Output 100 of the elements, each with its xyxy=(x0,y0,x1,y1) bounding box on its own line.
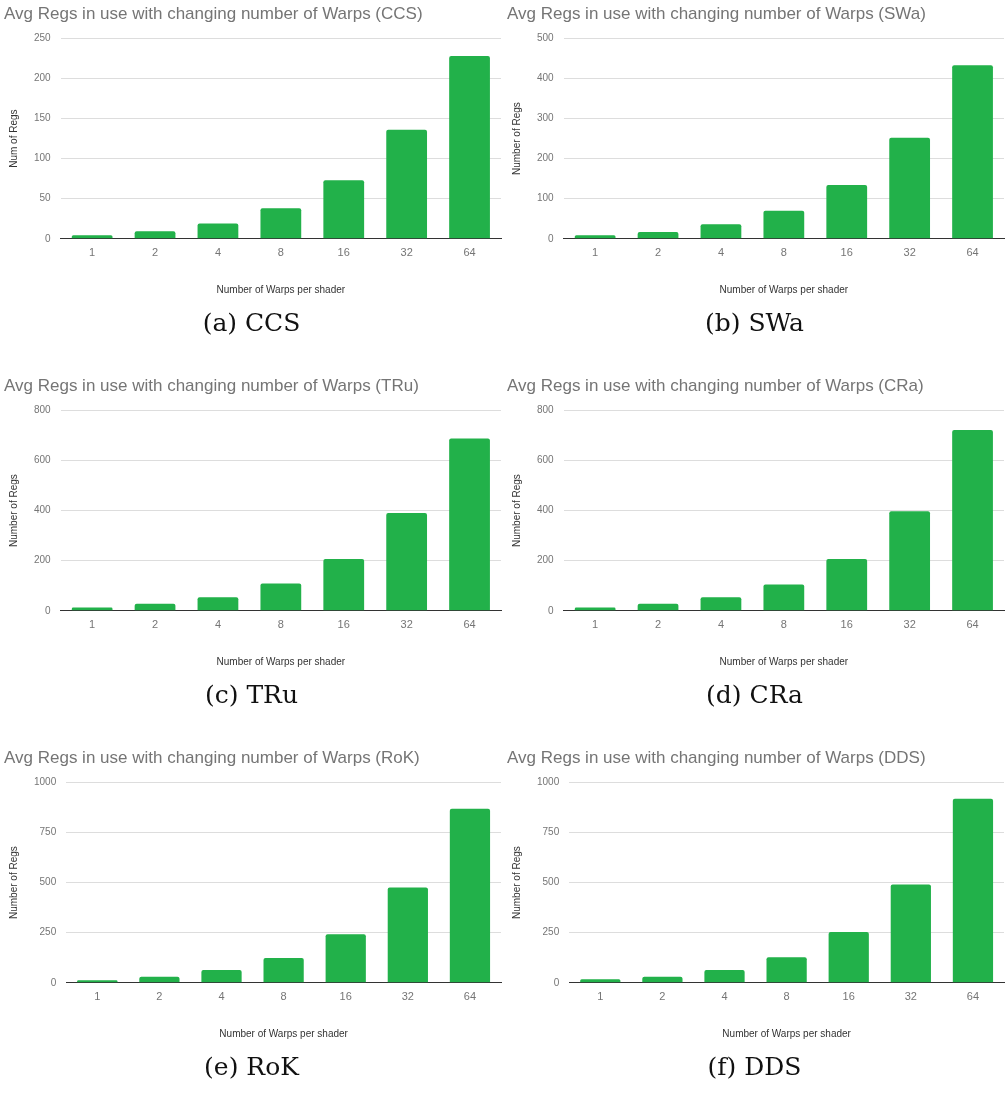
bar xyxy=(580,979,621,983)
bar xyxy=(71,235,113,239)
text: (b) SWa xyxy=(704,308,805,337)
y-tick-label: 0 xyxy=(45,604,52,616)
x-tick-label: 1 xyxy=(89,618,96,631)
chart-title: Avg Regs in use with changing number of Warps (RoK) xyxy=(4,747,420,767)
y-tick-label: 1000 xyxy=(537,776,560,788)
x-tick-label: 1 xyxy=(89,246,96,259)
bar xyxy=(260,583,302,611)
x-tick-label: 2 xyxy=(654,246,662,259)
y-tick-label: 500 xyxy=(537,32,555,44)
x-tick-label: 16 xyxy=(339,990,352,1003)
bar xyxy=(197,223,239,239)
bar xyxy=(323,558,365,611)
bar xyxy=(637,603,679,611)
x-tick-label: 8 xyxy=(780,246,787,259)
bar xyxy=(700,597,742,611)
bar xyxy=(826,185,868,239)
y-axis-title: Num of Regs xyxy=(7,109,19,168)
bar xyxy=(704,969,745,983)
bar xyxy=(387,887,428,983)
bar xyxy=(449,438,490,611)
bar xyxy=(766,957,807,983)
x-tick-label: 4 xyxy=(717,246,724,259)
x-tick-label: 8 xyxy=(277,246,284,259)
text: (c) TRu xyxy=(203,680,300,709)
bar xyxy=(700,224,742,239)
bar xyxy=(637,231,679,239)
y-axis-title: Number of Regs xyxy=(510,474,522,548)
x-tick-label: 32 xyxy=(903,246,916,259)
y-tick-label: 600 xyxy=(537,454,555,466)
x-tick-label: 8 xyxy=(277,618,284,631)
x-tick-label: 32 xyxy=(400,246,413,259)
bar xyxy=(574,235,616,239)
bar xyxy=(197,597,239,611)
x-tick-label: 16 xyxy=(842,990,855,1003)
y-tick-label: 600 xyxy=(34,454,52,466)
x-axis-title: Number of Warps per shader xyxy=(719,283,849,295)
y-tick-label: 200 xyxy=(34,72,52,84)
x-tick-label: 64 xyxy=(966,618,979,631)
x-tick-label: 1 xyxy=(94,990,101,1003)
bar xyxy=(386,129,428,239)
x-tick-label: 4 xyxy=(717,618,724,631)
x-axis-title: Number of Warps per shader xyxy=(719,655,849,667)
y-axis-title: Number of Regs xyxy=(7,846,19,920)
bar xyxy=(325,934,366,983)
x-tick-label: 2 xyxy=(151,246,159,259)
y-tick-label: 750 xyxy=(39,826,57,838)
bar xyxy=(201,969,242,983)
x-tick-label: 16 xyxy=(337,246,350,259)
x-tick-label: 64 xyxy=(463,990,477,1003)
y-tick-label: 200 xyxy=(537,152,555,164)
bar xyxy=(642,976,683,983)
y-tick-label: 0 xyxy=(50,976,57,988)
y-tick-label: 400 xyxy=(537,504,555,516)
y-tick-label: 800 xyxy=(34,404,52,416)
chart-title: Avg Regs in use with changing number of Warps (CCS) xyxy=(4,3,423,23)
y-tick-label: 500 xyxy=(39,876,57,888)
chart-title: Avg Regs in use with changing number of Warps (CRa) xyxy=(507,375,924,395)
x-axis-title: Number of Warps per shader xyxy=(216,655,346,667)
bar xyxy=(260,208,302,239)
x-tick-label: 1 xyxy=(597,990,604,1003)
bar xyxy=(77,980,118,983)
bar xyxy=(386,513,428,611)
y-tick-label: 250 xyxy=(39,926,57,938)
chart-title: Avg Regs in use with changing number of Warps (TRu) xyxy=(4,375,419,395)
bar xyxy=(952,429,993,611)
x-tick-label: 8 xyxy=(280,990,287,1003)
x-tick-label: 2 xyxy=(156,990,163,1003)
bar xyxy=(763,210,805,239)
x-axis-title: Number of Warps per shader xyxy=(722,1027,852,1039)
bar xyxy=(826,558,868,611)
y-tick-label: 400 xyxy=(537,72,555,84)
bar xyxy=(952,65,993,239)
y-tick-label: 0 xyxy=(553,976,560,988)
y-tick-label: 250 xyxy=(34,32,52,44)
x-axis-title: Number of Warps per shader xyxy=(219,1027,349,1039)
bar xyxy=(890,884,931,983)
bar xyxy=(449,808,491,983)
x-tick-label: 2 xyxy=(151,618,159,631)
y-tick-label: 750 xyxy=(542,826,560,838)
y-tick-label: 200 xyxy=(537,554,555,566)
x-tick-label: 4 xyxy=(721,990,728,1003)
text: (f) DDS xyxy=(706,1052,803,1081)
bar xyxy=(263,957,304,983)
x-tick-label: 8 xyxy=(783,990,790,1003)
text: (d) CRa xyxy=(705,680,804,709)
y-tick-label: 50 xyxy=(39,192,52,204)
y-tick-label: 150 xyxy=(34,112,52,124)
y-axis-title: Number of Regs xyxy=(510,846,522,920)
y-tick-label: 300 xyxy=(537,112,555,124)
x-tick-label: 32 xyxy=(903,618,916,631)
x-tick-label: 8 xyxy=(780,618,787,631)
bar xyxy=(323,180,365,239)
x-tick-label: 4 xyxy=(218,990,225,1003)
y-tick-label: 250 xyxy=(542,926,560,938)
x-axis-title: Number of Warps per shader xyxy=(216,283,346,295)
bar xyxy=(828,931,869,983)
x-tick-label: 2 xyxy=(654,618,662,631)
x-tick-label: 32 xyxy=(400,618,413,631)
